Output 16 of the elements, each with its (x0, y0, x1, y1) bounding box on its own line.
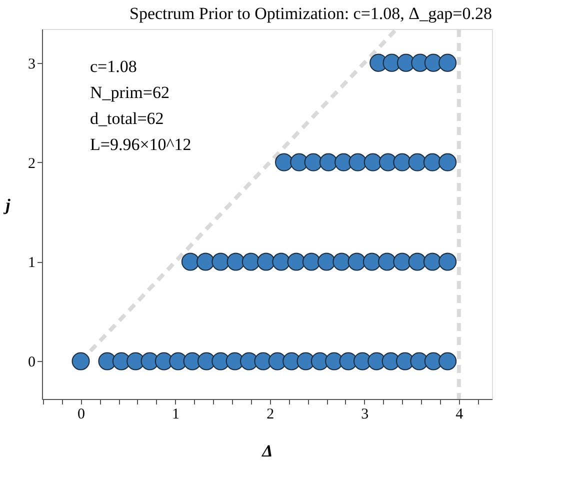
y-tick-label: 2 (28, 156, 36, 172)
x-tick-label: 3 (361, 406, 369, 422)
y-tick-label: 0 (28, 354, 36, 371)
y-tick-label: 1 (28, 255, 36, 272)
annotation: c=1.08 (90, 57, 137, 76)
x-tick-label: 0 (78, 406, 86, 422)
x-tick-label: 1 (172, 406, 180, 422)
chart-title: Spectrum Prior to Optimization: c=1.08, Δ_gap=0.28 (129, 4, 492, 23)
x-tick-label: 2 (266, 406, 274, 422)
annotation: N_prim=62 (90, 83, 170, 102)
x-axis-title: Δ (261, 442, 273, 460)
annotation: d_total=62 (90, 109, 164, 128)
y-tick-label: 3 (28, 56, 36, 72)
x-tick-label: 4 (456, 406, 464, 422)
y-axis-title: j (2, 196, 11, 214)
annotation: L=9.96×10^12 (90, 135, 192, 154)
